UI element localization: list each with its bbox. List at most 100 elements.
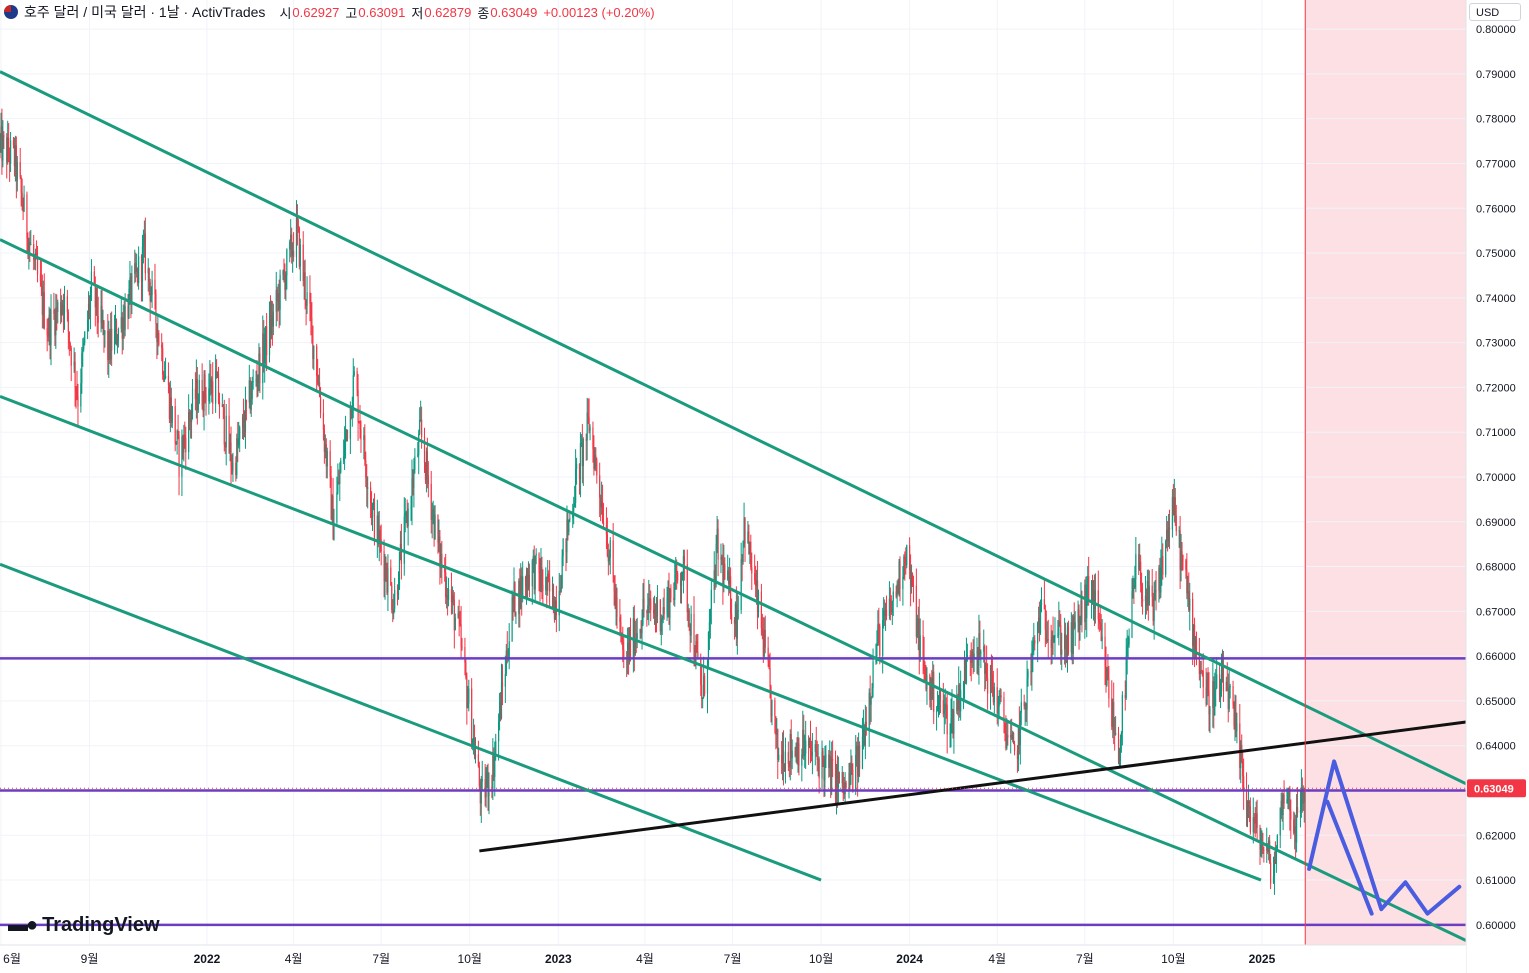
candle-body	[279, 274, 281, 310]
time-tick-label: 10월	[809, 952, 833, 966]
candle-body	[549, 578, 551, 592]
candle-body	[472, 738, 475, 740]
candle-body	[311, 317, 313, 326]
channel-line[interactable]	[0, 562, 822, 882]
candle-body	[316, 346, 318, 376]
candle-body	[1112, 702, 1114, 727]
candle-body	[805, 740, 807, 754]
candle-body	[706, 664, 709, 694]
candle-body	[398, 551, 401, 590]
candle-body	[265, 326, 267, 348]
candle-body	[838, 772, 840, 784]
candle-body	[897, 584, 899, 593]
candle-body	[1249, 806, 1251, 833]
candle-body	[1161, 555, 1163, 568]
price-tick-label: 0.67000	[1476, 606, 1516, 618]
candle-body	[1087, 576, 1089, 586]
price-tick-label: 0.68000	[1476, 562, 1516, 574]
candle-body	[1066, 626, 1069, 656]
candle-body	[210, 378, 212, 394]
symbol-title[interactable]: 호주 달러 / 미국 달러 · 1날 · ActivTrades	[24, 4, 266, 20]
candle-body	[728, 570, 730, 584]
candle-body	[1247, 801, 1250, 808]
candle-body	[103, 321, 105, 335]
candle-body	[337, 481, 339, 493]
candle-body	[996, 687, 998, 714]
trend-line[interactable]	[479, 720, 1467, 853]
candle-body	[976, 651, 978, 654]
candle-body	[446, 595, 449, 600]
candle-body	[532, 555, 534, 561]
candle-body	[1023, 702, 1025, 707]
candle-body	[215, 370, 217, 404]
forecast-arrow-secondary[interactable]	[1325, 799, 1374, 916]
candle-body	[601, 501, 603, 508]
candle-body	[1273, 859, 1276, 876]
candle-body	[412, 478, 414, 488]
candle-body	[304, 272, 306, 300]
channel-line[interactable]	[0, 394, 1262, 882]
candle-body	[1027, 671, 1029, 679]
candle-body	[1125, 656, 1127, 698]
candle-body	[1262, 842, 1264, 851]
candle-body	[1000, 695, 1002, 698]
candle-body	[158, 333, 160, 345]
candle-body	[1064, 633, 1067, 650]
candle-body	[943, 709, 945, 715]
candle-body	[116, 340, 119, 344]
candle-body	[1054, 634, 1056, 638]
candle-body	[33, 243, 35, 260]
candle-body	[607, 555, 609, 562]
candle-body	[747, 531, 749, 544]
candle-body	[403, 516, 405, 564]
time-axis[interactable]: 6월 9월 2022 4월 7월 10월 2023 4월 7월 10월 2024 4월 7월 10월 202…	[0, 944, 1466, 973]
candle-body	[850, 764, 852, 784]
candle-body	[407, 508, 409, 527]
candle-body	[514, 582, 516, 616]
tradingview-logo[interactable]: ▬● TradingView	[8, 914, 160, 937]
candle-body	[445, 572, 447, 598]
candle-body	[534, 555, 536, 590]
candle-body	[451, 595, 454, 603]
candle-body	[798, 743, 800, 766]
price-tick-label: 0.70000	[1476, 472, 1516, 484]
candle-body	[312, 325, 314, 360]
candle-body	[987, 677, 989, 694]
drawings[interactable]	[0, 70, 1467, 942]
candle-body	[733, 620, 736, 624]
candle-body	[46, 327, 48, 336]
candle-body	[892, 591, 894, 601]
candle-body	[649, 598, 651, 600]
channel-line[interactable]	[0, 70, 1467, 786]
candle-body	[778, 754, 780, 760]
candle-body	[877, 624, 879, 644]
candle-body	[149, 281, 151, 302]
candle-body	[911, 574, 914, 585]
candle-body	[1098, 619, 1100, 622]
candle-body	[1126, 646, 1128, 657]
candle-body	[831, 759, 833, 790]
candle-body	[903, 556, 905, 577]
candle-body	[1212, 681, 1214, 709]
candle-body	[156, 323, 158, 343]
candle-body	[1058, 621, 1060, 635]
candle-body	[1227, 690, 1229, 710]
candle-body	[656, 599, 659, 617]
candle-body	[50, 310, 52, 346]
candle-body	[918, 618, 920, 659]
channel-line[interactable]	[0, 238, 1467, 942]
forecast-arrow[interactable]	[1307, 759, 1462, 916]
currency-button[interactable]: USD	[1469, 3, 1521, 21]
last-price-badge	[1467, 779, 1526, 798]
candle-body	[1294, 826, 1296, 833]
price-axis[interactable]: 0.80000 0.79000 0.78000 0.77000 0.76000 0.750…	[1465, 0, 1529, 973]
candle-body	[1162, 555, 1164, 575]
candle-body	[797, 743, 799, 765]
candle-body	[1234, 711, 1236, 726]
candle-body	[135, 263, 137, 272]
candles	[0, 108, 1305, 895]
candle-body	[120, 317, 122, 329]
candle-body	[212, 381, 214, 404]
candle-body	[434, 514, 436, 540]
